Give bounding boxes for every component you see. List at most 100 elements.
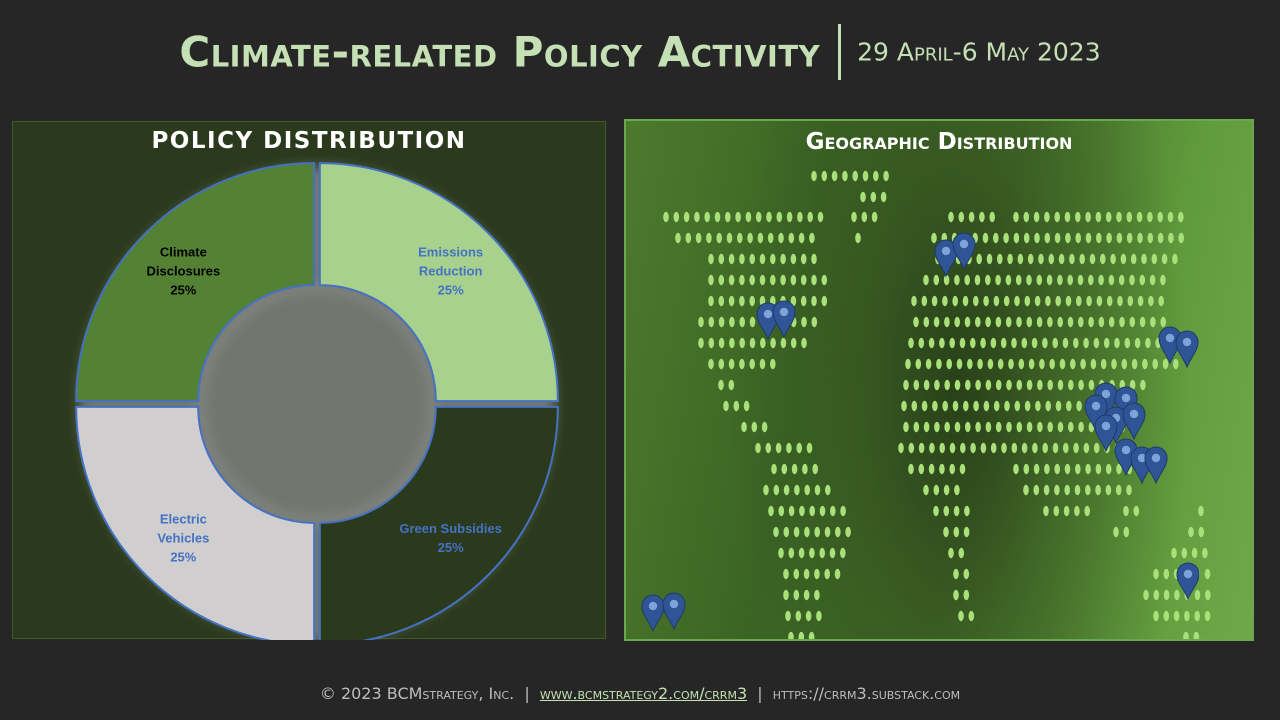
map-dot <box>1106 295 1113 307</box>
map-pin-icon[interactable] <box>1158 326 1182 365</box>
map-dot <box>728 295 735 307</box>
map-dot <box>1053 505 1060 517</box>
map-dot <box>1136 211 1143 223</box>
map-dot <box>747 232 753 244</box>
map-dot <box>798 547 805 559</box>
map-dot <box>718 337 725 349</box>
map-pin-icon[interactable] <box>662 592 686 631</box>
map-pin-icon[interactable] <box>772 300 796 339</box>
map-dot <box>911 295 917 307</box>
map-dot <box>809 232 815 244</box>
map-dot <box>811 170 817 182</box>
map-dot <box>812 463 818 475</box>
map-dot <box>741 421 747 433</box>
map-pin-icon[interactable] <box>1176 562 1200 601</box>
map-dot <box>776 211 783 223</box>
page-title: Climate-related Policy Activity <box>179 27 821 77</box>
map-pin-icon[interactable] <box>1175 330 1199 369</box>
map-dot <box>918 337 925 349</box>
map-dot <box>739 274 745 286</box>
map-dot <box>770 358 776 370</box>
slice-label: Electric Vehicles 25% <box>157 512 209 565</box>
map-dot <box>1042 442 1048 454</box>
map-dot <box>1054 211 1060 223</box>
map-dot <box>1016 379 1023 391</box>
website-link[interactable]: www.bcmstrategy2.com/crrm3 <box>539 684 748 703</box>
footer-divider: | <box>524 684 530 703</box>
map-dot <box>768 505 774 517</box>
map-dot <box>814 568 820 580</box>
map-dot <box>965 379 971 391</box>
map-dot <box>1088 316 1094 328</box>
map-dot <box>755 211 762 223</box>
map-dot <box>1066 400 1072 412</box>
panel-title: POLICY DISTRIBUTION <box>151 128 467 154</box>
map-dot <box>695 232 702 244</box>
map-dot <box>1124 337 1131 349</box>
map-dot <box>1147 211 1153 223</box>
map-dot <box>1070 358 1076 370</box>
map-dot <box>771 463 777 475</box>
map-dot <box>953 589 959 601</box>
map-dot <box>793 568 800 580</box>
map-dot <box>958 211 965 223</box>
map-dot <box>993 400 1000 412</box>
map-dot <box>1137 295 1144 307</box>
map-dot <box>942 400 948 412</box>
map-dot <box>1073 337 1079 349</box>
map-dot <box>1047 421 1053 433</box>
map-dot <box>963 589 970 601</box>
map-dot <box>1065 295 1072 307</box>
map-dot <box>718 358 725 370</box>
map-dot <box>970 337 976 349</box>
map-dot <box>739 253 745 265</box>
map-dot <box>1149 274 1156 286</box>
map-dot <box>997 358 1004 370</box>
map-dot <box>975 316 981 328</box>
map-dot <box>1096 295 1103 307</box>
map-dot <box>840 547 846 559</box>
map-dot <box>1167 211 1174 223</box>
map-pin-icon[interactable] <box>1144 446 1168 485</box>
map-dot <box>1042 337 1048 349</box>
map-dot <box>1116 463 1122 475</box>
map-dot <box>1161 253 1168 265</box>
map-dot <box>1011 337 1017 349</box>
map-pin-icon[interactable] <box>1122 402 1146 441</box>
map-dot <box>943 526 949 538</box>
map-dot <box>739 316 745 328</box>
map-dot <box>1198 505 1204 517</box>
map-dot <box>1005 274 1012 286</box>
map-dot <box>997 253 1003 265</box>
map-dot <box>1158 295 1164 307</box>
map-dot <box>1204 610 1211 622</box>
map-dot <box>1205 589 1211 601</box>
map-dot <box>1163 610 1170 622</box>
map-pin-icon[interactable] <box>641 594 665 633</box>
map-dot <box>1188 526 1194 538</box>
map-pin-icon[interactable] <box>934 239 958 278</box>
map-dot <box>798 631 805 639</box>
policy-distribution-panel: POLICY DISTRIBUTION Emissions Reduction 25… <box>12 121 606 640</box>
map-dot <box>675 232 681 244</box>
map-dot <box>939 463 945 475</box>
map-dot <box>1027 253 1034 265</box>
substack-link[interactable]: https://crrm3.substack.com <box>772 684 961 703</box>
map-pin-icon[interactable] <box>952 232 976 271</box>
map-dot <box>1078 421 1084 433</box>
map-dot <box>968 211 975 223</box>
map-dot <box>1052 337 1058 349</box>
map-dot <box>1038 253 1044 265</box>
map-dot <box>814 526 820 538</box>
map-dot <box>1044 232 1051 244</box>
map-dot <box>954 274 960 286</box>
map-dot <box>825 484 831 496</box>
map-dot <box>1129 379 1136 391</box>
map-dot <box>704 211 710 223</box>
map-dot <box>903 421 909 433</box>
map-dot <box>1142 358 1148 370</box>
map-dot <box>908 463 914 475</box>
map-dot <box>708 358 714 370</box>
map-pin-icon[interactable] <box>1094 414 1118 453</box>
map-dot <box>811 295 817 307</box>
